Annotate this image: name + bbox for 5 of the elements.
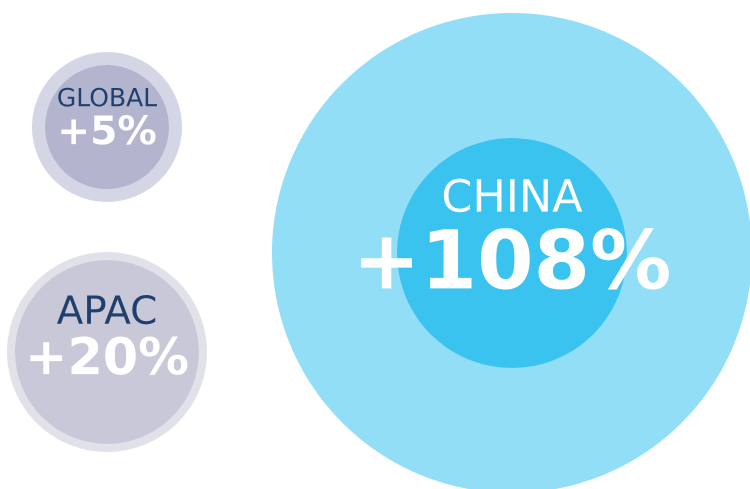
data-label: +108%	[361, 228, 669, 290]
category-label: APAC	[56, 294, 156, 324]
data-label: +5%	[61, 114, 156, 145]
category-label: CHINA	[444, 178, 582, 212]
category-label: GLOBAL	[58, 88, 157, 107]
